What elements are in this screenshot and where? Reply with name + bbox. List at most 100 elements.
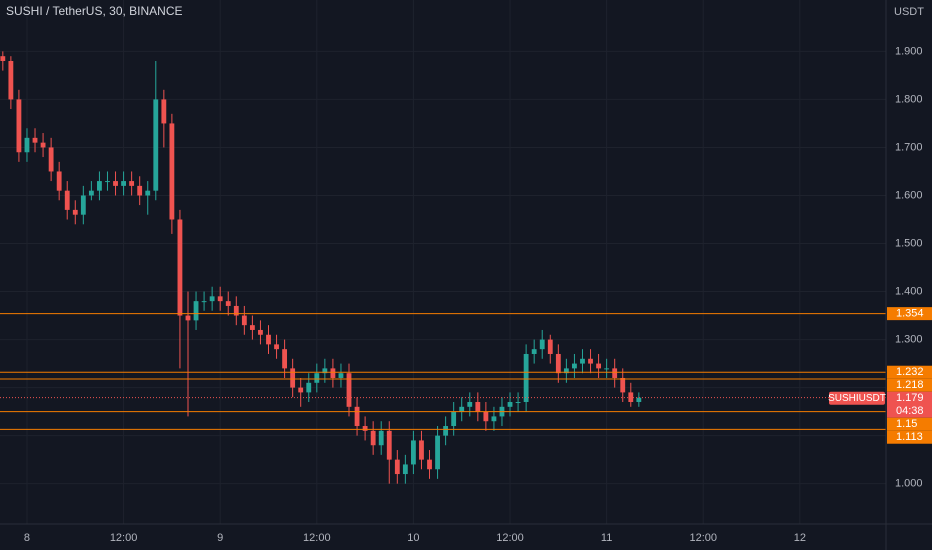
axis-unit: USDT bbox=[894, 6, 924, 18]
candle-body bbox=[572, 363, 577, 369]
candle-body bbox=[612, 368, 618, 378]
candle-body bbox=[153, 99, 159, 191]
candle-body bbox=[282, 349, 288, 369]
candle-body bbox=[539, 339, 545, 350]
candle-body bbox=[40, 142, 46, 148]
candle-body bbox=[330, 368, 336, 378]
y-tick-label: 1.400 bbox=[895, 285, 923, 297]
candle-body bbox=[402, 464, 408, 475]
candle-body bbox=[475, 402, 481, 412]
candle-body bbox=[419, 440, 424, 460]
x-tick-label: 10 bbox=[407, 532, 419, 544]
candle-body bbox=[507, 402, 513, 407]
countdown-label: 04:38 bbox=[896, 405, 924, 417]
level-label: 1.354 bbox=[896, 308, 924, 320]
candle-body bbox=[386, 430, 392, 460]
symbol-label-box bbox=[829, 391, 885, 405]
level-label: 1.113 bbox=[896, 431, 923, 443]
price-label-box bbox=[887, 391, 932, 418]
level-label-box bbox=[887, 417, 932, 431]
candle-body bbox=[588, 358, 593, 364]
y-tick-label: 1.300 bbox=[895, 333, 923, 345]
level-label-box bbox=[887, 430, 932, 444]
candle-body bbox=[145, 190, 151, 196]
candle-body bbox=[241, 315, 247, 326]
candle-body bbox=[274, 344, 279, 350]
level-label: 1.15 bbox=[896, 418, 917, 430]
candle-body bbox=[531, 349, 537, 354]
candle-body bbox=[322, 368, 328, 374]
x-tick-label: 12:00 bbox=[303, 532, 331, 544]
candle-body bbox=[378, 430, 384, 446]
candle-body bbox=[636, 397, 642, 403]
candle-body bbox=[225, 301, 231, 306]
candle-body bbox=[620, 377, 626, 393]
candle-body bbox=[306, 382, 312, 393]
candle-body bbox=[370, 430, 376, 446]
candle-body bbox=[249, 325, 255, 330]
level-label: 1.218 bbox=[896, 379, 924, 391]
candle-body bbox=[201, 301, 207, 303]
candle-body bbox=[56, 171, 62, 191]
candle-body bbox=[137, 185, 143, 196]
candle-body bbox=[169, 123, 175, 220]
candle-body bbox=[515, 402, 521, 404]
candle-body bbox=[177, 219, 183, 316]
candle-body bbox=[427, 459, 432, 470]
level-label-box bbox=[887, 378, 932, 392]
x-tick-label: 12 bbox=[794, 532, 806, 544]
candle-body bbox=[88, 190, 94, 196]
candle-body bbox=[48, 147, 54, 172]
candle-body bbox=[193, 301, 199, 321]
candle-body bbox=[338, 373, 344, 378]
plot bbox=[0, 51, 886, 484]
candle-body bbox=[72, 209, 78, 215]
candle-body bbox=[491, 416, 497, 422]
candle-body bbox=[16, 99, 22, 153]
candle-body bbox=[459, 406, 465, 412]
candle-body bbox=[209, 296, 215, 302]
candle-body bbox=[32, 137, 38, 143]
candle-body bbox=[483, 411, 489, 422]
candle-body bbox=[8, 60, 14, 100]
candle-body bbox=[443, 426, 449, 436]
y-tick-label: 1.500 bbox=[895, 237, 923, 249]
level-label-box bbox=[887, 307, 932, 321]
candle-body bbox=[80, 195, 86, 215]
x-tick-label: 12:00 bbox=[689, 532, 717, 544]
y-tick-label: 1.800 bbox=[895, 93, 923, 105]
candle-body bbox=[0, 56, 6, 61]
candle-body bbox=[555, 353, 561, 374]
candle-body bbox=[596, 363, 601, 369]
candle-body bbox=[24, 137, 30, 153]
candle-body bbox=[298, 387, 304, 393]
candle-body bbox=[258, 329, 263, 335]
candle-body bbox=[580, 358, 585, 364]
candle-body bbox=[354, 406, 360, 427]
candle-body bbox=[97, 181, 102, 191]
x-tick-label: 12:00 bbox=[496, 532, 524, 544]
labels: 1.0001.1001.2001.3001.4001.5001.6001.700… bbox=[24, 45, 932, 544]
candle-body bbox=[394, 459, 400, 475]
y-tick-label: 1.700 bbox=[895, 141, 923, 153]
x-tick-label: 11 bbox=[601, 532, 612, 544]
candle-body bbox=[523, 353, 529, 403]
candle-body bbox=[451, 411, 457, 427]
candle-body bbox=[185, 315, 191, 321]
candle-body bbox=[129, 181, 135, 186]
candle-body bbox=[410, 440, 416, 465]
candle-body bbox=[113, 181, 118, 186]
x-tick-label: 9 bbox=[217, 532, 223, 544]
y-tick-label: 1.000 bbox=[895, 478, 923, 490]
candle-body bbox=[604, 368, 610, 370]
candle-body bbox=[362, 426, 368, 431]
level-label: 1.232 bbox=[896, 366, 924, 378]
chart-title: SUSHI / TetherUS, 30, BINANCE bbox=[6, 4, 183, 18]
y-tick-label: 1.600 bbox=[895, 189, 923, 201]
candle-body bbox=[217, 296, 223, 302]
candle-body bbox=[105, 181, 110, 183]
candle-body bbox=[314, 373, 320, 383]
y-tick-label: 1.900 bbox=[895, 45, 923, 57]
